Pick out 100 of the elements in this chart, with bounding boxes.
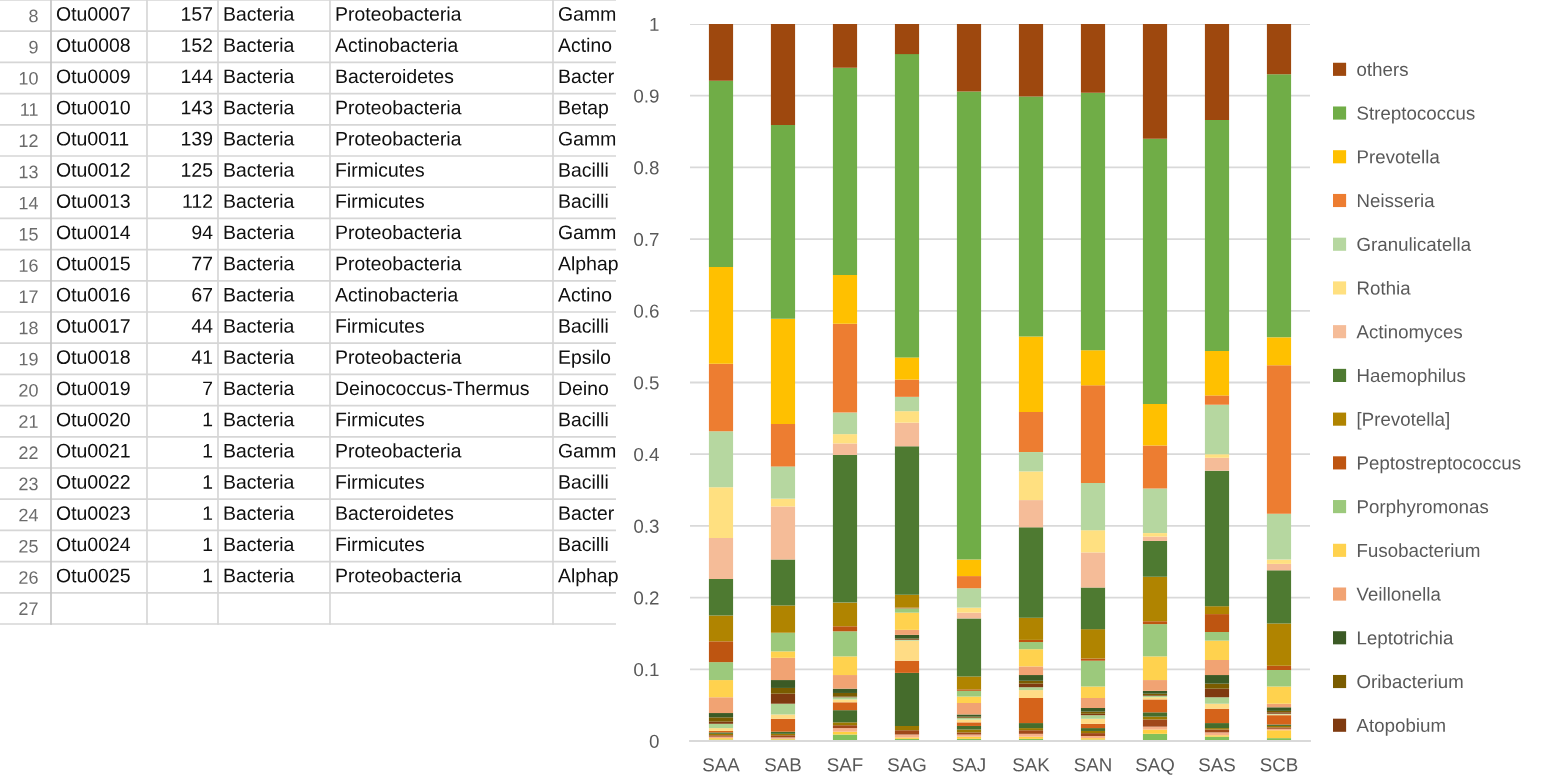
text: Alphap	[558, 568, 618, 587]
x-tick-label: SAJ	[952, 758, 985, 772]
text: 7	[203, 381, 213, 396]
text: 67	[192, 287, 213, 302]
text: Proteobacteria	[336, 6, 462, 21]
legend-label: Veillonella	[1356, 587, 1441, 601]
x-tick-label: SAB	[765, 758, 801, 772]
y-tick-label: 17	[19, 290, 38, 303]
text: Bacteria	[224, 318, 295, 333]
y-tick-label: 12	[19, 134, 38, 147]
legend-label: Fusobacterium	[1357, 543, 1480, 558]
text: Actinobacteria	[335, 37, 459, 53]
text: Bacter	[559, 506, 614, 521]
text: Firmicutes	[336, 162, 424, 177]
y-tick-label: 0	[649, 734, 659, 748]
y-tick-label: 20	[19, 383, 38, 397]
text: Bacteria	[224, 162, 295, 177]
text: Otu0017	[56, 319, 130, 333]
legend-label: Porphyromonas	[1357, 499, 1489, 518]
text: Bacteria	[224, 443, 295, 458]
y-tick-label: 14	[19, 196, 38, 210]
y-tick-label: 13	[19, 165, 38, 179]
text: 1	[203, 568, 213, 583]
text: Otu0010	[56, 100, 130, 115]
text: Otu0008	[56, 38, 130, 53]
y-tick-label: 0.9	[634, 89, 659, 103]
text: Firmicutes	[336, 474, 424, 489]
text: Bacteria	[224, 37, 295, 53]
y-tick-label: 26	[19, 571, 38, 584]
text: Epsilo	[559, 349, 611, 368]
text: Otu0019	[56, 381, 130, 396]
text: 1	[203, 475, 213, 489]
legend-label: Haemophilus	[1357, 368, 1466, 386]
text: 112	[183, 194, 213, 208]
y-tick-label: 0.1	[634, 663, 659, 677]
x-tick-label: SAS	[1199, 758, 1235, 772]
text: Firmicutes	[336, 536, 424, 552]
y-tick-label: 15	[19, 228, 38, 241]
y-tick-label: 0.3	[634, 519, 659, 533]
text: Proteobacteria	[336, 568, 462, 583]
y-tick-label: 22	[19, 446, 38, 459]
text: Gamm	[558, 7, 616, 21]
y-tick-label: 8	[29, 9, 38, 23]
text: 94	[192, 225, 213, 240]
text: Firmicutes	[336, 193, 424, 209]
text: Bacteria	[224, 256, 295, 271]
text: Bacilli	[559, 162, 608, 177]
y-tick-label: 0.2	[634, 591, 659, 605]
x-tick-label: SAN	[1074, 758, 1111, 772]
text: 41	[191, 350, 213, 364]
text: 125	[182, 163, 213, 177]
text: Bacilli	[559, 318, 608, 333]
y-tick-label: 25	[19, 539, 38, 553]
text: Otu0024	[56, 537, 131, 552]
text: Actino	[558, 37, 612, 53]
x-tick-label: SAK	[1013, 758, 1050, 772]
y-tick-label: 0.5	[634, 376, 659, 390]
y-tick-label: 0.7	[634, 232, 659, 247]
y-tick-label: 23	[19, 477, 38, 491]
x-tick-label: SAG	[888, 758, 926, 772]
y-tick-label: 0.6	[634, 304, 659, 318]
text: Bacteria	[224, 412, 295, 427]
text: Bacteroidetes	[336, 505, 454, 521]
text: Otu0015	[56, 256, 130, 271]
y-tick-label: 1	[650, 17, 659, 31]
legend-label: Prevotella	[1357, 149, 1440, 164]
y-tick-label: 0.8	[634, 161, 659, 175]
text: Bacteria	[224, 568, 295, 583]
x-tick-label: SAF	[827, 758, 863, 772]
text: Otu0023	[56, 506, 130, 521]
text: 157	[182, 7, 213, 21]
text: 77	[192, 256, 213, 271]
y-tick-label: 11	[21, 103, 38, 116]
text: Bacteria	[224, 474, 295, 489]
x-tick-label: SCB	[1260, 758, 1298, 772]
text: Otu0007	[56, 7, 130, 21]
text: Bacter	[559, 69, 614, 84]
text: Proteobacteria	[336, 349, 462, 365]
y-tick-label: 18	[19, 321, 38, 335]
legend-label: Actinomyces	[1356, 324, 1463, 343]
text: Otu0013	[56, 194, 130, 209]
text: Actino	[558, 287, 612, 302]
text: Firmicutes	[336, 412, 424, 427]
text: Otu0014	[56, 225, 131, 240]
legend-label: Rothia	[1357, 280, 1411, 295]
text: Actinobacteria	[335, 287, 459, 302]
text: 152	[182, 38, 213, 53]
text: 144	[182, 69, 213, 84]
text: Bacilli	[559, 193, 608, 209]
y-tick-label: 0.4	[634, 447, 659, 462]
text: Otu0022	[56, 475, 130, 489]
text: Bacteria	[224, 380, 295, 396]
text: Alphap	[558, 256, 618, 275]
text: Bacteria	[224, 193, 295, 209]
y-tick-label: 10	[19, 71, 38, 85]
text: Firmicutes	[336, 318, 424, 333]
text: Bacteria	[224, 505, 295, 521]
text: Bacteria	[224, 536, 295, 552]
text: Otu0025	[56, 568, 130, 583]
text: Gamm	[558, 225, 616, 240]
